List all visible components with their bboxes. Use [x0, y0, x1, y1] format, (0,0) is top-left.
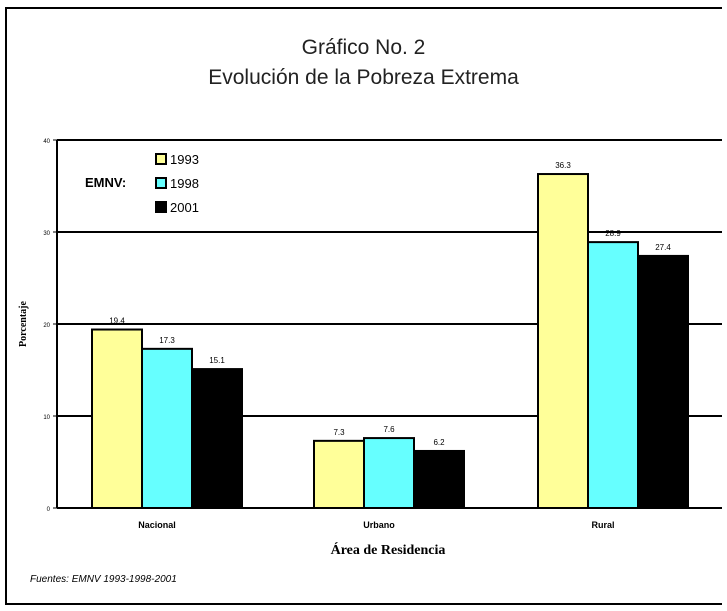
- legend-label-1993: 1993: [170, 152, 199, 167]
- data-label-urbano-1993: 7.3: [333, 428, 345, 437]
- legend-label-1998: 1998: [170, 176, 199, 191]
- legend-title: EMNV:: [85, 175, 126, 190]
- x-axis-label: Área de Residencia: [331, 541, 446, 558]
- legend-swatch-2001: [155, 201, 167, 213]
- chart-subtitle: Evolución de la Pobreza Extrema: [208, 66, 519, 89]
- x-tick-label-rural: Rural: [591, 520, 614, 530]
- legend-swatch-1998: [155, 177, 167, 189]
- data-label-rural-1993: 36.3: [555, 161, 571, 170]
- bar-nacional-1998: [141, 347, 193, 509]
- bar-urbano-1998: [363, 437, 415, 509]
- x-tick-label-urbano: Urbano: [363, 520, 395, 530]
- y-tick-label-30: 30: [43, 231, 50, 237]
- bar-rural-1993: [537, 173, 589, 509]
- bar-rural-2001: [637, 254, 689, 509]
- data-label-nacional-1998: 17.3: [159, 336, 175, 345]
- bars: [91, 173, 689, 509]
- y-tick-label-10: 10: [43, 415, 50, 421]
- chart-title: Gráfico No. 2: [301, 36, 426, 59]
- data-label-urbano-1998: 7.6: [383, 425, 395, 434]
- data-labels: 19.4 17.3 15.1 7.3 7.6 6.2 36.3 28.9 27.4: [109, 161, 671, 447]
- x-tick-label-nacional: Nacional: [138, 520, 176, 530]
- y-axis-label: Porcentaje: [18, 300, 29, 346]
- bar-rural-1998: [587, 241, 639, 509]
- source-note: Fuentes: EMNV 1993-1998-2001: [30, 574, 177, 585]
- bar-nacional-1993: [91, 328, 143, 509]
- data-label-rural-1998: 28.9: [605, 229, 621, 238]
- y-axis-ticks: 0 10 20 30 40: [43, 139, 57, 513]
- legend-swatch-1993: [155, 153, 167, 165]
- bar-urbano-2001: [413, 449, 465, 509]
- data-label-rural-2001: 27.4: [655, 243, 671, 252]
- bar-nacional-2001: [191, 368, 243, 509]
- legend: EMNV: 1993 1998 2001: [85, 152, 199, 215]
- data-label-nacional-1993: 19.4: [109, 317, 125, 326]
- y-tick-label-40: 40: [43, 139, 50, 145]
- legend-label-2001: 2001: [170, 200, 199, 215]
- data-label-nacional-2001: 15.1: [209, 356, 225, 365]
- y-tick-label-20: 20: [43, 323, 50, 329]
- bar-urbano-1993: [313, 439, 365, 509]
- data-label-urbano-2001: 6.2: [433, 438, 445, 447]
- y-tick-label-0: 0: [47, 507, 51, 513]
- x-axis-ticks: Nacional Urbano Rural: [138, 520, 614, 530]
